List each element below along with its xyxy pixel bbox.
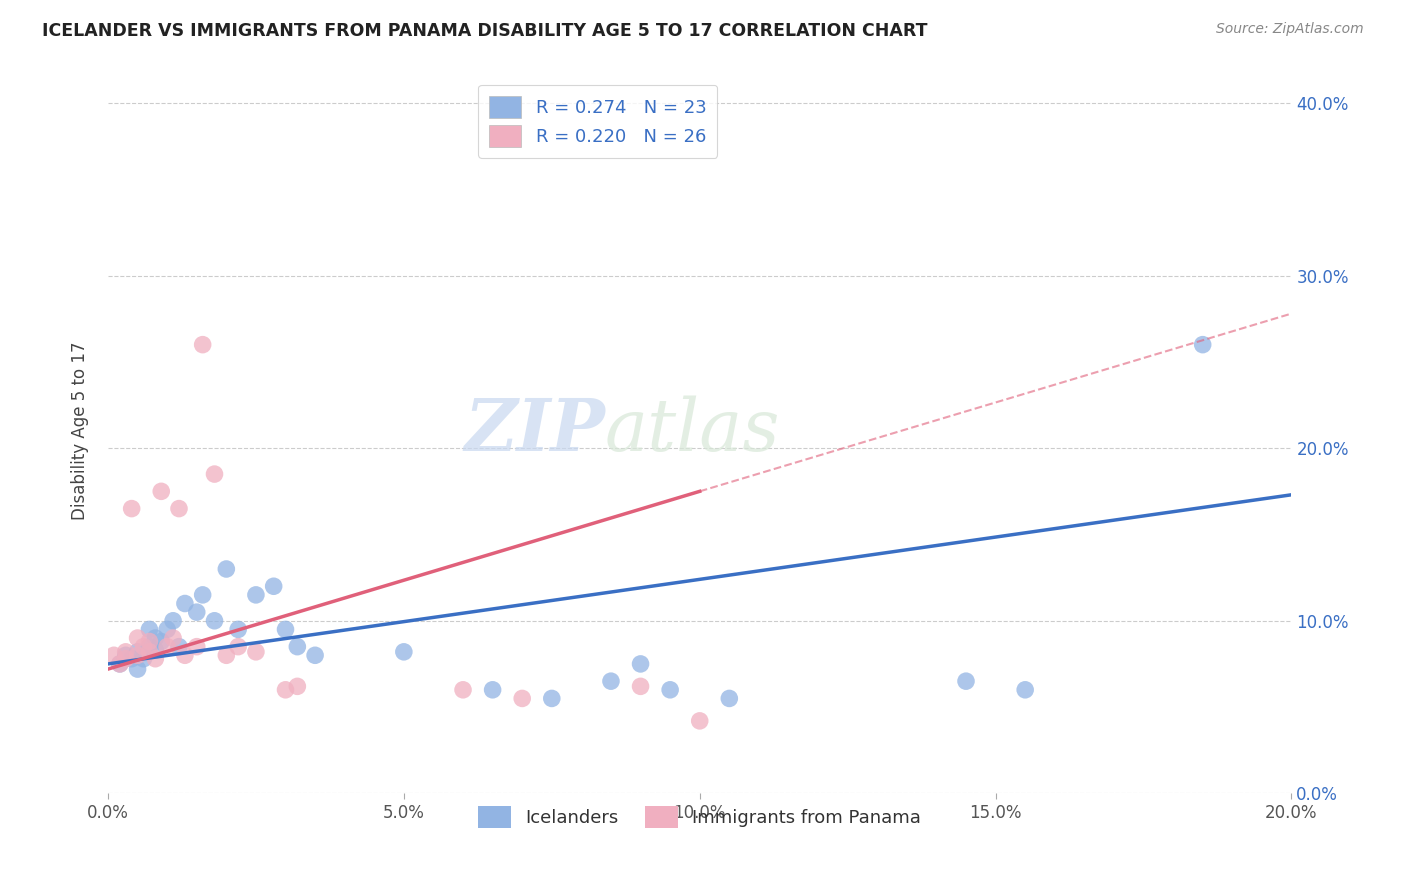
Y-axis label: Disability Age 5 to 17: Disability Age 5 to 17 [72, 342, 89, 520]
Point [274, 623, 297, 637]
Point [245, 645, 267, 659]
Point [204, 467, 226, 481]
Point [659, 682, 682, 697]
Point [114, 645, 136, 659]
Point [215, 648, 238, 663]
Point [510, 691, 533, 706]
Point [103, 648, 125, 663]
Point [132, 651, 155, 665]
Point [156, 623, 179, 637]
Point [304, 648, 326, 663]
Point [162, 631, 184, 645]
Point [191, 337, 214, 351]
Point [127, 645, 149, 659]
Legend: Icelanders, Immigrants from Panama: Icelanders, Immigrants from Panama [471, 798, 928, 835]
Point [108, 657, 131, 671]
Point [108, 657, 131, 671]
Point [274, 682, 297, 697]
Point [245, 588, 267, 602]
Point [540, 691, 562, 706]
Point [689, 714, 711, 728]
Point [1014, 682, 1036, 697]
Point [138, 623, 160, 637]
Point [127, 648, 149, 663]
Point [138, 634, 160, 648]
Point [174, 597, 197, 611]
Point [156, 640, 179, 654]
Point [263, 579, 285, 593]
Point [600, 674, 623, 689]
Point [150, 484, 173, 499]
Point [150, 634, 173, 648]
Point [226, 640, 249, 654]
Point [174, 648, 197, 663]
Point [114, 651, 136, 665]
Point [121, 651, 143, 665]
Point [191, 588, 214, 602]
Point [186, 640, 208, 654]
Point [451, 682, 474, 697]
Point [138, 640, 160, 654]
Text: ICELANDER VS IMMIGRANTS FROM PANAMA DISABILITY AGE 5 TO 17 CORRELATION CHART: ICELANDER VS IMMIGRANTS FROM PANAMA DISA… [42, 22, 928, 40]
Point [132, 640, 155, 654]
Point [204, 614, 226, 628]
Point [162, 614, 184, 628]
Point [630, 679, 652, 693]
Point [138, 645, 160, 659]
Text: atlas: atlas [605, 396, 780, 467]
Point [630, 657, 652, 671]
Point [143, 643, 166, 657]
Point [121, 501, 143, 516]
Point [718, 691, 741, 706]
Point [127, 631, 149, 645]
Point [186, 605, 208, 619]
Point [481, 682, 503, 697]
Text: ZIP: ZIP [464, 395, 605, 467]
Point [143, 631, 166, 645]
Point [167, 640, 190, 654]
Point [285, 640, 308, 654]
Point [127, 662, 149, 676]
Point [285, 679, 308, 693]
Point [392, 645, 415, 659]
Point [955, 674, 977, 689]
Point [1191, 337, 1213, 351]
Point [226, 623, 249, 637]
Point [215, 562, 238, 576]
Text: Source: ZipAtlas.com: Source: ZipAtlas.com [1216, 22, 1364, 37]
Point [167, 501, 190, 516]
Point [114, 648, 136, 663]
Point [143, 651, 166, 665]
